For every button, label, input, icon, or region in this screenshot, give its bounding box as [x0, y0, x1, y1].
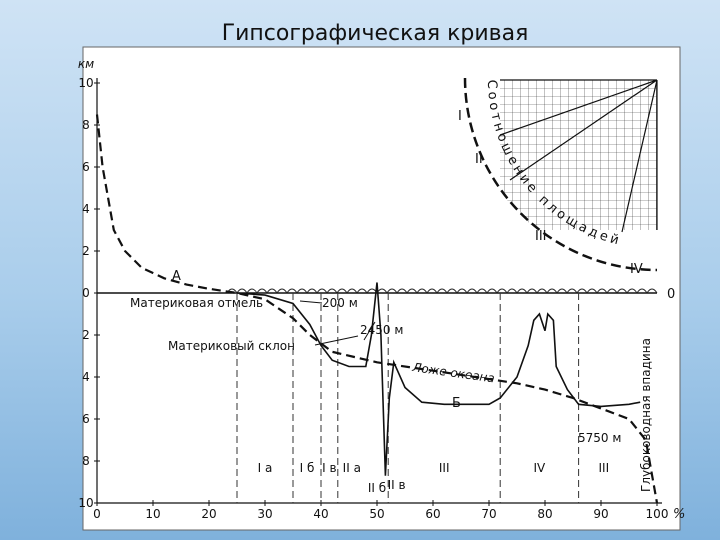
sea-level-waves	[226, 288, 658, 294]
zone-label: I б	[300, 461, 315, 475]
y-tick-label: 2	[82, 244, 90, 258]
y-tick-label: 10	[78, 496, 93, 510]
series-name: Б	[452, 396, 461, 411]
y-tick-label: 0	[82, 286, 90, 300]
y-tick-label: 10	[78, 76, 93, 90]
series-name: А	[172, 269, 181, 284]
annotation: Глубоководная впадина	[639, 338, 653, 492]
inset-label: III	[535, 229, 547, 244]
y-axis-label: км	[78, 57, 94, 71]
x-axis-label: %	[673, 507, 685, 522]
zone-label: I а	[258, 461, 273, 475]
x-tick-label: 0	[93, 507, 101, 521]
zone-label: II б	[368, 481, 386, 495]
inset-label: II	[475, 152, 483, 167]
x-tick-label: 100	[646, 507, 669, 521]
x-tick-label: 90	[593, 507, 608, 521]
leader-lines	[299, 300, 376, 346]
x-tick-label: 40	[313, 507, 328, 521]
inset-rays	[499, 79, 658, 233]
zone-label: II в	[388, 478, 406, 492]
chart-title: Гипсографическая кривая	[222, 21, 529, 46]
annotation: Материковая отмель	[130, 296, 263, 310]
inset-label: I	[458, 109, 462, 124]
zone-label: IV	[534, 461, 547, 475]
x-tick-label: 20	[201, 507, 216, 521]
inset-grid	[500, 80, 657, 230]
annotation: Материковый склон	[168, 339, 295, 353]
x-tick-label: 80	[537, 507, 552, 521]
zero-label: 0	[667, 287, 675, 302]
zone-label: III	[598, 461, 609, 475]
x-tick-label: 30	[257, 507, 272, 521]
zone-label: III	[439, 461, 450, 475]
zone-label: I в	[322, 461, 336, 475]
annotation: 5750 м	[578, 431, 621, 445]
zone-label: II а	[343, 461, 361, 475]
series-line	[95, 114, 659, 504]
series-line	[236, 282, 641, 476]
annotation: 200 м	[322, 296, 358, 310]
x-tick-label: 10	[145, 507, 160, 521]
y-tick-label: 2	[82, 328, 90, 342]
annotation: 2450 м	[360, 323, 403, 337]
inset-arc	[463, 77, 658, 272]
x-tick-label: 60	[425, 507, 440, 521]
x-tick-label: 50	[369, 507, 384, 521]
inset-label: IV	[630, 262, 643, 277]
y-tick-label: 4	[82, 370, 90, 384]
y-tick-label: 8	[82, 118, 90, 132]
y-tick-label: 8	[82, 454, 90, 468]
x-tick-label: 70	[481, 507, 496, 521]
y-tick-label: 6	[82, 160, 90, 174]
y-tick-label: 4	[82, 202, 90, 216]
y-tick-label: 6	[82, 412, 90, 426]
inset: Соотношение площадей	[463, 77, 658, 272]
